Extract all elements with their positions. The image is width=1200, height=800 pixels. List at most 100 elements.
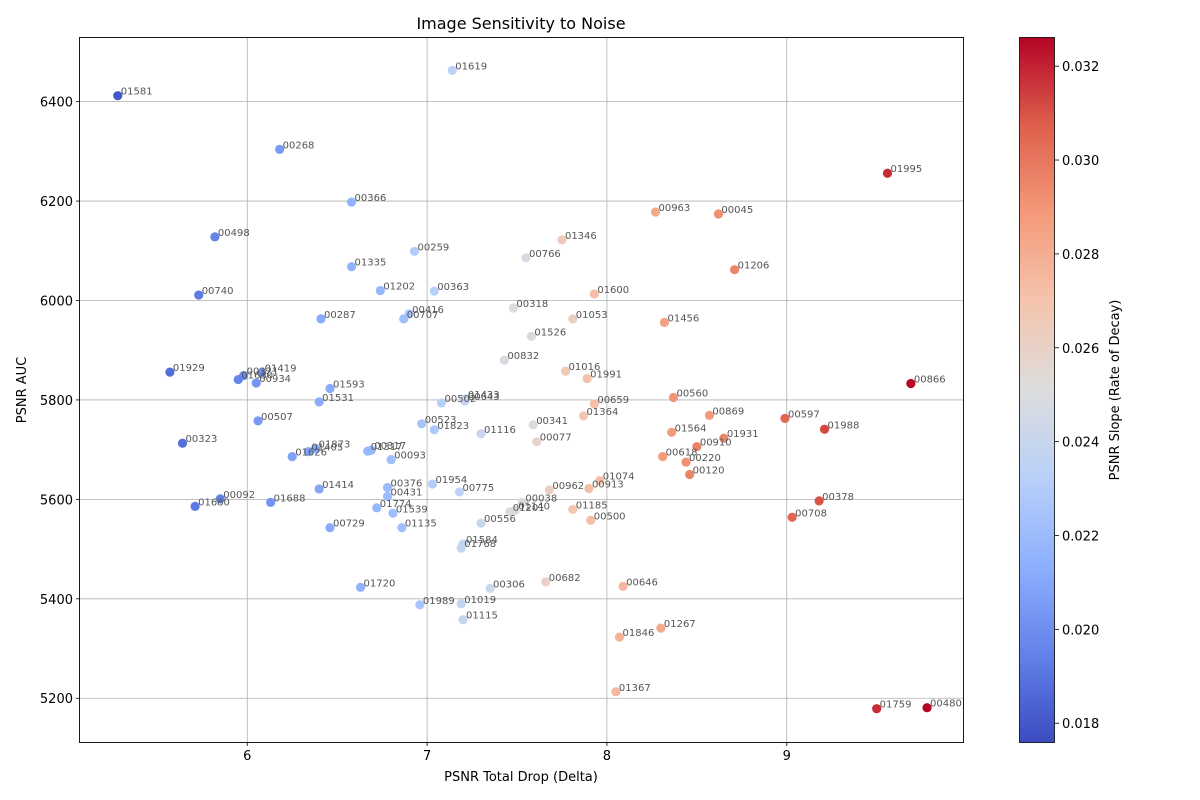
data-point-label: 00597 [788,409,820,420]
y-tick-label: 5800 [40,394,73,409]
data-point-label: 01929 [173,363,205,374]
data-point-label: 00556 [484,514,516,525]
colorbar: 0.018 0.020 0.022 0.024 0.026 0.028 0.030 0.032… [1019,37,1123,743]
data-point [560,366,571,376]
data-point [325,523,335,533]
data-point-label: 00092 [223,490,255,501]
data-point [190,501,200,511]
data-point-label: 00708 [795,508,827,519]
data-point-label: 01759 [880,700,912,711]
data-point [397,523,407,533]
data-point [386,455,396,465]
y-tick-label: 6200 [40,195,73,210]
data-point [113,91,123,101]
data-point-label: 01016 [569,362,601,373]
colorbar-tick-label: 0.024 [1062,436,1099,451]
data-point [650,207,661,217]
data-point-label: 01053 [576,310,608,321]
colorbar-tick-label: 0.018 [1062,717,1099,732]
data-point-label: 00120 [693,466,725,477]
data-point-label: 00323 [186,434,218,445]
data-point [658,452,668,462]
data-point-label: 01135 [405,519,437,530]
data-point [922,703,932,713]
data-point-label: 01600 [597,285,629,296]
data-point [582,373,592,384]
data-point [611,687,621,697]
data-point [266,497,276,507]
data-point [275,144,285,154]
data-point-label: 00729 [333,519,365,530]
data-point [427,479,438,489]
colorbar-tick-label: 0.030 [1062,154,1099,169]
data-point [618,581,628,591]
data-point-label: 01846 [623,628,655,639]
data-point-label: 01414 [322,480,354,491]
data-point-label: 00220 [689,453,721,464]
data-point-label: 00963 [658,203,690,214]
data-point [363,446,373,456]
data-point [375,285,385,296]
data-point-label: 01202 [383,282,415,293]
data-point [586,515,596,525]
data-point [667,427,677,437]
data-point [399,314,409,324]
data-point [517,497,527,507]
colorbar-label: PSNR Slope (Rate of Decay) [1108,300,1123,481]
data-point-label: 01873 [319,440,351,451]
data-point-labels: 01581 01619 00268 01995 00366 00963 00045 00498… [121,61,962,710]
data-point-label: 00287 [324,310,356,321]
data-point-label: 01115 [466,611,498,622]
data-point [589,289,599,299]
data-point-label: 00934 [259,374,291,385]
data-point [713,209,724,219]
data-point-label: 01680 [198,497,230,508]
x-axis-ticks: 6 7 8 9 [243,742,791,764]
data-point [659,317,670,327]
data-point-label: 01619 [455,61,487,72]
data-point [314,397,324,407]
data-point-label: 01367 [619,683,651,694]
data-point [557,235,567,245]
data-point [417,419,427,429]
data-point [485,583,495,593]
data-point-label: 00775 [462,483,494,494]
colorbar-tick-label: 0.020 [1062,623,1099,638]
data-point [210,232,220,242]
data-point-label: 01774 [380,499,412,510]
data-point-label: 01433 [468,390,500,401]
data-point-label: 01954 [435,475,467,486]
data-point-label: 00523 [425,415,457,426]
y-axis-ticks: 5200 5400 5600 5800 6000 6200 6400 [40,96,80,707]
data-point [505,507,515,517]
data-point [681,457,691,467]
data-point-label: 00045 [721,205,753,216]
data-point [177,438,188,448]
data-point [692,442,702,452]
data-point [355,582,366,592]
x-tick-label: 8 [603,749,611,764]
data-point [521,253,531,263]
data-point [499,355,510,365]
data-point [382,482,393,493]
data-point-label: 01593 [333,380,365,391]
plot-frame [79,37,964,743]
data-point-label: 01688 [274,493,306,504]
data-point [656,623,666,633]
data-point-label: 00618 [666,448,698,459]
data-point [589,399,599,409]
data-point [460,396,470,406]
y-tick-label: 6400 [40,96,73,111]
data-point [372,503,382,513]
data-point [544,485,554,495]
data-point-label: 00259 [417,242,449,253]
data-point-label: 01584 [466,535,498,546]
data-point [310,444,321,454]
data-point [456,543,466,553]
data-point-label: 01140 [518,501,550,512]
data-point [409,246,420,256]
data-point [584,483,594,494]
data-point [685,469,695,480]
data-point [814,496,824,506]
